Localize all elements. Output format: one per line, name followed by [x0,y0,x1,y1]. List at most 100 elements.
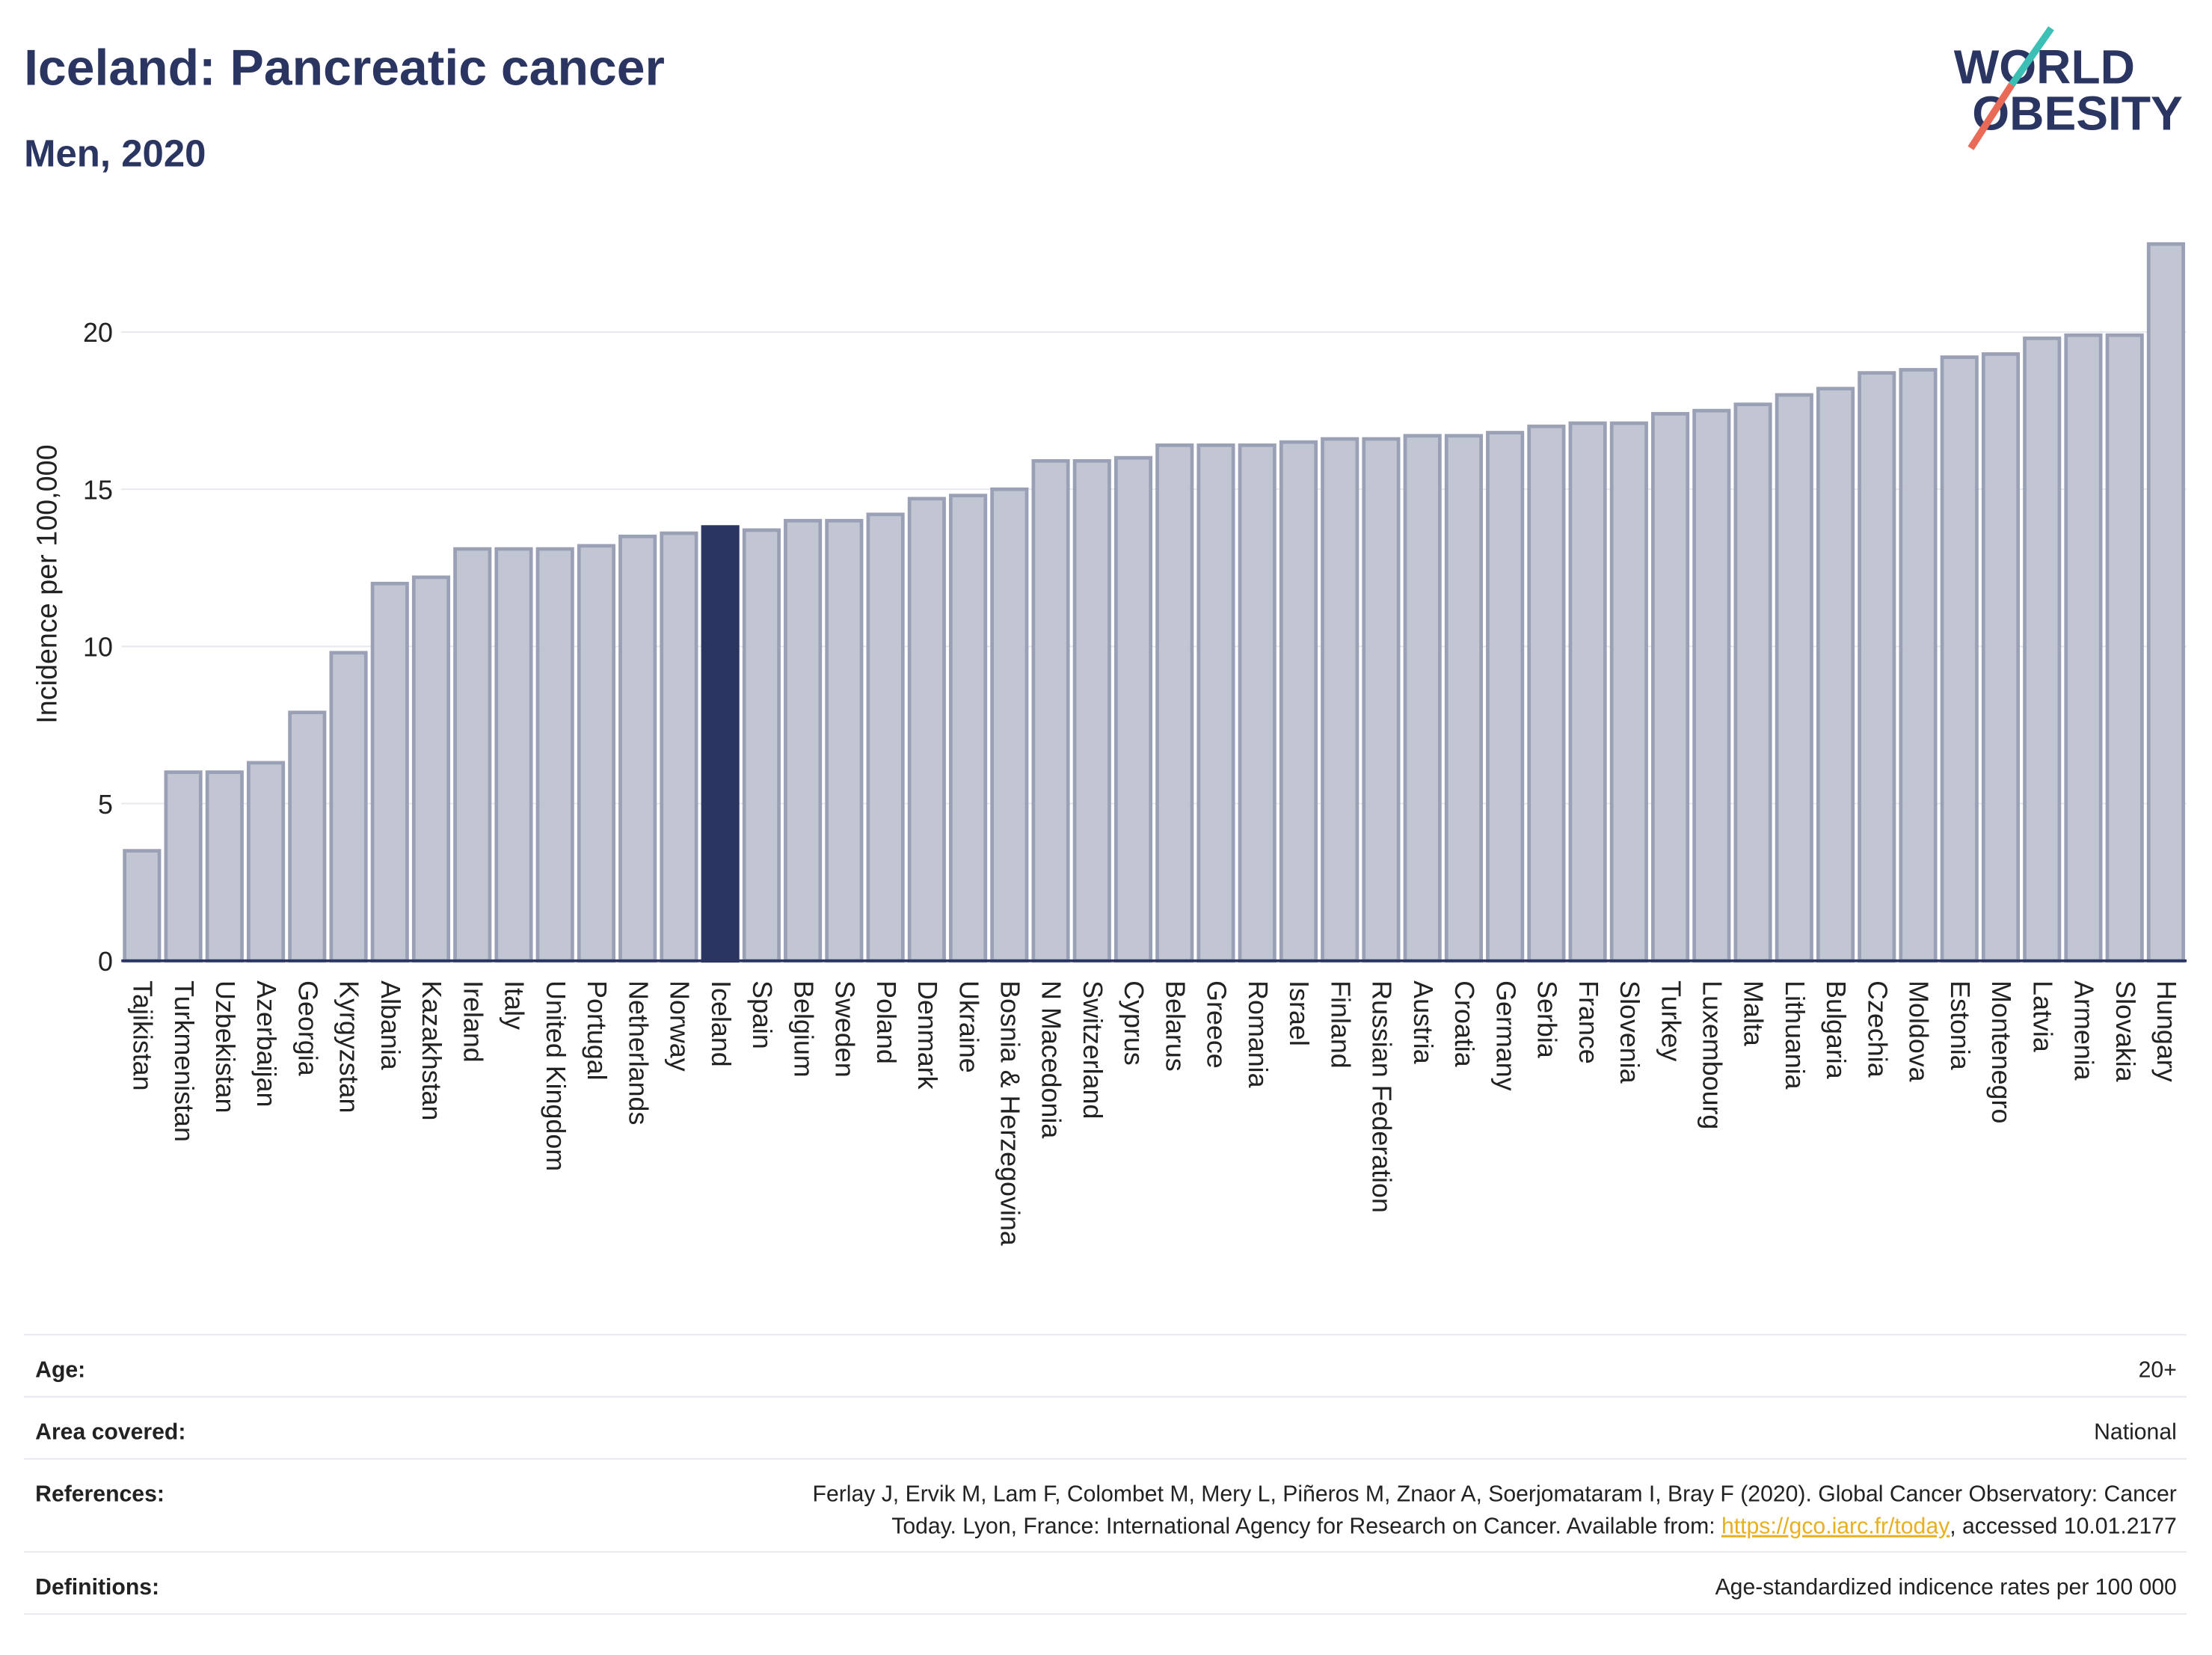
row-value: Age-standardized indicence rates per 100… [1715,1575,2177,1600]
bar [1775,393,1813,963]
x-tick-label: Slovenia [1615,980,1644,1084]
bar [701,525,740,963]
x-tick-label: Cyprus [1119,980,1149,1066]
x-tick-label: Iceland [706,980,736,1067]
bar [1568,421,1607,963]
x-tick-label: Italy [500,980,529,1030]
x-tick-label: Finland [1325,980,1355,1069]
x-tick-label: Montenegro [1986,980,2016,1123]
row-value: National [2094,1419,2177,1444]
bar [205,770,244,963]
x-tick-label: Denmark [912,980,942,1089]
bar [2146,242,2185,963]
bar [2064,333,2103,963]
x-tick-label: Serbia [1532,980,1562,1058]
x-tick-label: Kyrgyzstan [334,980,364,1113]
y-tick-label: 5 [98,790,113,820]
x-tick-label: Albania [375,980,405,1070]
bar [1362,437,1401,963]
bar [577,544,616,963]
bar [1279,440,1318,963]
x-tick-label: Greece [1202,980,1232,1069]
x-tick-label: Russian Federation [1367,980,1397,1213]
x-tick-label: Germany [1490,980,1520,1090]
bar [2023,337,2062,963]
row-label: Age: [35,1357,85,1382]
bar [1609,421,1648,963]
bar [866,512,905,963]
bar [1196,443,1235,963]
x-tick-label: Poland [871,980,901,1064]
bar [535,547,574,963]
x-tick-label: United Kingdom [541,980,571,1171]
bar [1816,387,1855,963]
bar [164,770,203,963]
logo: WORLD OBESITY [1954,26,2183,150]
bar [1444,434,1483,963]
y-tick-label: 15 [83,475,113,505]
x-tick-label: Netherlands [623,980,653,1125]
x-tick-label: Luxembourg [1698,980,1727,1129]
bar [618,534,657,963]
x-tick-label: Sweden [830,980,860,1077]
bar [453,547,492,963]
bar [825,518,864,963]
y-tick-label: 10 [83,633,113,663]
x-tick-label: Malta [1739,980,1769,1046]
bar [660,531,698,963]
bar [370,581,409,963]
logo-slash [1967,82,2015,150]
x-tick-label: Lithuania [1780,980,1810,1090]
x-tick-label: Turkey [1656,980,1686,1061]
bar [123,849,162,963]
bar [1527,424,1566,963]
bar [2105,333,2144,963]
x-tick-label: Azerbaijan [251,980,281,1107]
y-tick-label: 0 [98,947,113,977]
x-tick-label: Georgia [292,980,322,1076]
row-value: Ferlay J, Ervik M, Lam F, Colombet M, Me… [813,1481,2177,1506]
x-tick-label: Spain [747,980,777,1049]
x-tick-label: Moldova [1904,980,1934,1081]
x-tick-label: Czechia [1862,980,1892,1078]
bar [1321,437,1360,963]
bar [1486,431,1525,963]
bar [1031,458,1070,963]
bar [1113,455,1153,963]
link[interactable]: https://gco.iarc.fr/today [1721,1514,1950,1539]
bar [1981,352,2021,963]
x-tick-label: Latvia [2027,980,2057,1052]
bar [784,518,823,963]
x-tick-label: Austria [1408,980,1438,1064]
x-tick-label: Israel [1284,980,1314,1046]
bar [1733,402,1772,963]
bar [907,497,946,963]
x-tick-label: France [1573,980,1603,1064]
x-tick-label: Norway [665,980,695,1072]
row-label: Area covered: [35,1419,185,1444]
bar [247,761,286,963]
bar [1403,434,1442,963]
bar [1940,355,1979,963]
x-tick-label: Bulgaria [1821,980,1851,1079]
x-tick-label: Kazakhstan [417,980,446,1120]
row-value: Today. Lyon, France: International Agenc… [891,1514,2177,1539]
row-value: 20+ [2139,1357,2177,1382]
bar [1651,411,1690,963]
text: Today. Lyon, France: International Agenc… [891,1514,1721,1539]
x-tick-label: Belgium [788,980,818,1077]
logo-text: WORLD [1954,40,2135,93]
x-tick-label: Ukraine [953,980,983,1072]
x-tick-label: Ireland [458,980,488,1063]
x-tick-label: Uzbekistan [210,980,240,1113]
x-tick-label: Belarus [1160,980,1190,1071]
bar [1899,368,1938,963]
x-tick-label: N Macedonia [1036,980,1066,1138]
x-tick-label: Slovakia [2110,980,2140,1081]
text: , accessed 10.01.2177 [1950,1514,2177,1539]
x-tick-label: Croatia [1449,980,1479,1067]
chart-subtitle: Men, 2020 [24,132,206,175]
bar [494,547,533,963]
bar [1692,408,1731,963]
